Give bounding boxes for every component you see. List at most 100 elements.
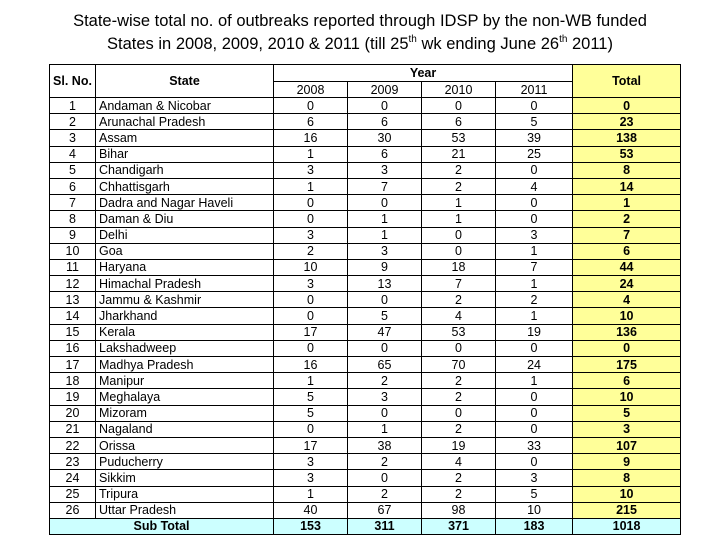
cell-2009: 1 xyxy=(347,226,422,244)
cell-total: 10 xyxy=(572,307,682,325)
cell-state: Chandigarh xyxy=(95,161,274,179)
cell-total: 6 xyxy=(572,372,682,390)
cell-total: 8 xyxy=(572,161,682,179)
table-row: 7 Dadra and Nagar Haveli 0 0 1 0 1 xyxy=(49,194,682,212)
cell-sl-no: 10 xyxy=(49,242,96,260)
cell-2008: 5 xyxy=(273,388,348,406)
cell-2008: 0 xyxy=(273,307,348,325)
cell-sl-no: 24 xyxy=(49,469,96,487)
cell-sl-no: 3 xyxy=(49,129,96,147)
cell-total: 7 xyxy=(572,226,682,244)
cell-2011: 10 xyxy=(494,501,574,519)
cell-state: Kerala xyxy=(95,323,274,341)
cell-2011: 0 xyxy=(494,339,574,358)
cell-2010: 4 xyxy=(421,307,496,325)
cell-sl-no: 18 xyxy=(49,372,96,390)
cell-2008: 17 xyxy=(273,323,348,341)
cell-2011: 4 xyxy=(494,177,574,196)
cell-state: Daman & Diu xyxy=(95,210,274,228)
cell-2010: 2 xyxy=(421,420,496,438)
cell-2010: 21 xyxy=(421,145,496,163)
table-row: 9 Delhi 3 1 0 3 7 xyxy=(49,226,682,244)
subtotal-row: Sub Total 153 311 371 183 1018 xyxy=(49,517,682,536)
cell-2010: 6 xyxy=(421,113,496,131)
cell-2009: 3 xyxy=(347,242,422,260)
cell-2011: 24 xyxy=(494,355,574,374)
cell-sl-no: 8 xyxy=(49,210,96,228)
cell-2008: 1 xyxy=(273,177,348,196)
header-year-2011: 2011 xyxy=(494,81,574,98)
cell-2010: 2 xyxy=(421,485,496,503)
table-row: 18 Manipur 1 2 2 1 6 xyxy=(49,372,682,390)
cell-2009: 0 xyxy=(347,194,422,212)
cell-sl-no: 13 xyxy=(49,291,96,309)
cell-2008: 0 xyxy=(273,339,348,358)
page-title: State-wise total no. of outbreaks report… xyxy=(0,10,720,56)
table-row: 16 Lakshadweep 0 0 0 0 0 xyxy=(49,339,682,358)
cell-2011: 1 xyxy=(494,275,574,293)
cell-2008: 16 xyxy=(273,129,348,147)
cell-2009: 0 xyxy=(347,96,422,115)
table-row: 17 Madhya Pradesh 16 65 70 24 175 xyxy=(49,355,682,374)
cell-2009: 6 xyxy=(347,113,422,131)
title-line-1: State-wise total no. of outbreaks report… xyxy=(73,12,647,30)
cell-2010: 7 xyxy=(421,275,496,293)
cell-2011: 7 xyxy=(494,258,574,277)
table-row: 11 Haryana 10 9 18 7 44 xyxy=(49,258,682,277)
cell-2009: 0 xyxy=(347,291,422,309)
cell-state: Jammu & Kashmir xyxy=(95,291,274,309)
cell-2010: 1 xyxy=(421,210,496,228)
cell-sl-no: 6 xyxy=(49,177,96,196)
cell-2009: 1 xyxy=(347,420,422,438)
cell-state: Puducherry xyxy=(95,453,274,471)
cell-total: 3 xyxy=(572,420,682,438)
table-row: 4 Bihar 1 6 21 25 53 xyxy=(49,145,682,163)
cell-sl-no: 26 xyxy=(49,501,96,519)
cell-total: 44 xyxy=(572,258,682,277)
cell-2009: 9 xyxy=(347,258,422,277)
cell-state: Orissa xyxy=(95,436,274,455)
cell-2008: 0 xyxy=(273,194,348,212)
cell-2011: 3 xyxy=(494,226,574,244)
cell-2010: 1 xyxy=(421,194,496,212)
cell-2010: 98 xyxy=(421,501,496,519)
header-year: Year xyxy=(272,64,574,82)
cell-state: Dadra and Nagar Haveli xyxy=(95,194,274,212)
cell-2011: 0 xyxy=(494,388,574,406)
cell-2010: 19 xyxy=(421,436,496,455)
cell-sl-no: 7 xyxy=(49,194,96,212)
cell-sl-no: 5 xyxy=(49,161,96,179)
cell-sl-no: 2 xyxy=(49,113,96,131)
cell-2009: 13 xyxy=(347,275,422,293)
cell-2009: 2 xyxy=(347,453,422,471)
cell-2011: 0 xyxy=(494,420,574,438)
cell-state: Sikkim xyxy=(95,469,274,487)
cell-2011: 5 xyxy=(494,113,574,131)
cell-2010: 0 xyxy=(421,339,496,358)
subtotal-label: Sub Total xyxy=(49,517,274,536)
table-row: 19 Meghalaya 5 3 2 0 10 xyxy=(49,388,682,406)
cell-2011: 0 xyxy=(494,453,574,471)
table-body: 1 Andaman & Nicobar 0 0 0 0 0 2 Arunachal Prades… xyxy=(49,96,682,536)
table-row: 24 Sikkim 3 0 2 3 8 xyxy=(49,469,682,487)
cell-total: 175 xyxy=(572,355,682,374)
cell-2008: 1 xyxy=(273,372,348,390)
cell-state: Himachal Pradesh xyxy=(95,275,274,293)
cell-sl-no: 12 xyxy=(49,275,96,293)
cell-total: 136 xyxy=(572,323,682,341)
table-row: 25 Tripura 1 2 2 5 10 xyxy=(49,485,682,503)
header-year-2008: 2008 xyxy=(273,81,348,98)
cell-state: Mizoram xyxy=(95,404,274,422)
cell-2010: 0 xyxy=(421,226,496,244)
cell-2008: 3 xyxy=(273,275,348,293)
table-row: 2 Arunachal Pradesh 6 6 6 5 23 xyxy=(49,113,682,131)
cell-2009: 0 xyxy=(347,404,422,422)
cell-2008: 3 xyxy=(273,226,348,244)
outbreaks-table: Sl. No. State Year Total 2008 2009 2010 … xyxy=(49,64,682,536)
cell-total: 107 xyxy=(572,436,682,455)
cell-total: 9 xyxy=(572,453,682,471)
cell-2009: 47 xyxy=(347,323,422,341)
table-row: 22 Orissa 17 38 19 33 107 xyxy=(49,436,682,455)
cell-2009: 67 xyxy=(347,501,422,519)
cell-sl-no: 23 xyxy=(49,453,96,471)
